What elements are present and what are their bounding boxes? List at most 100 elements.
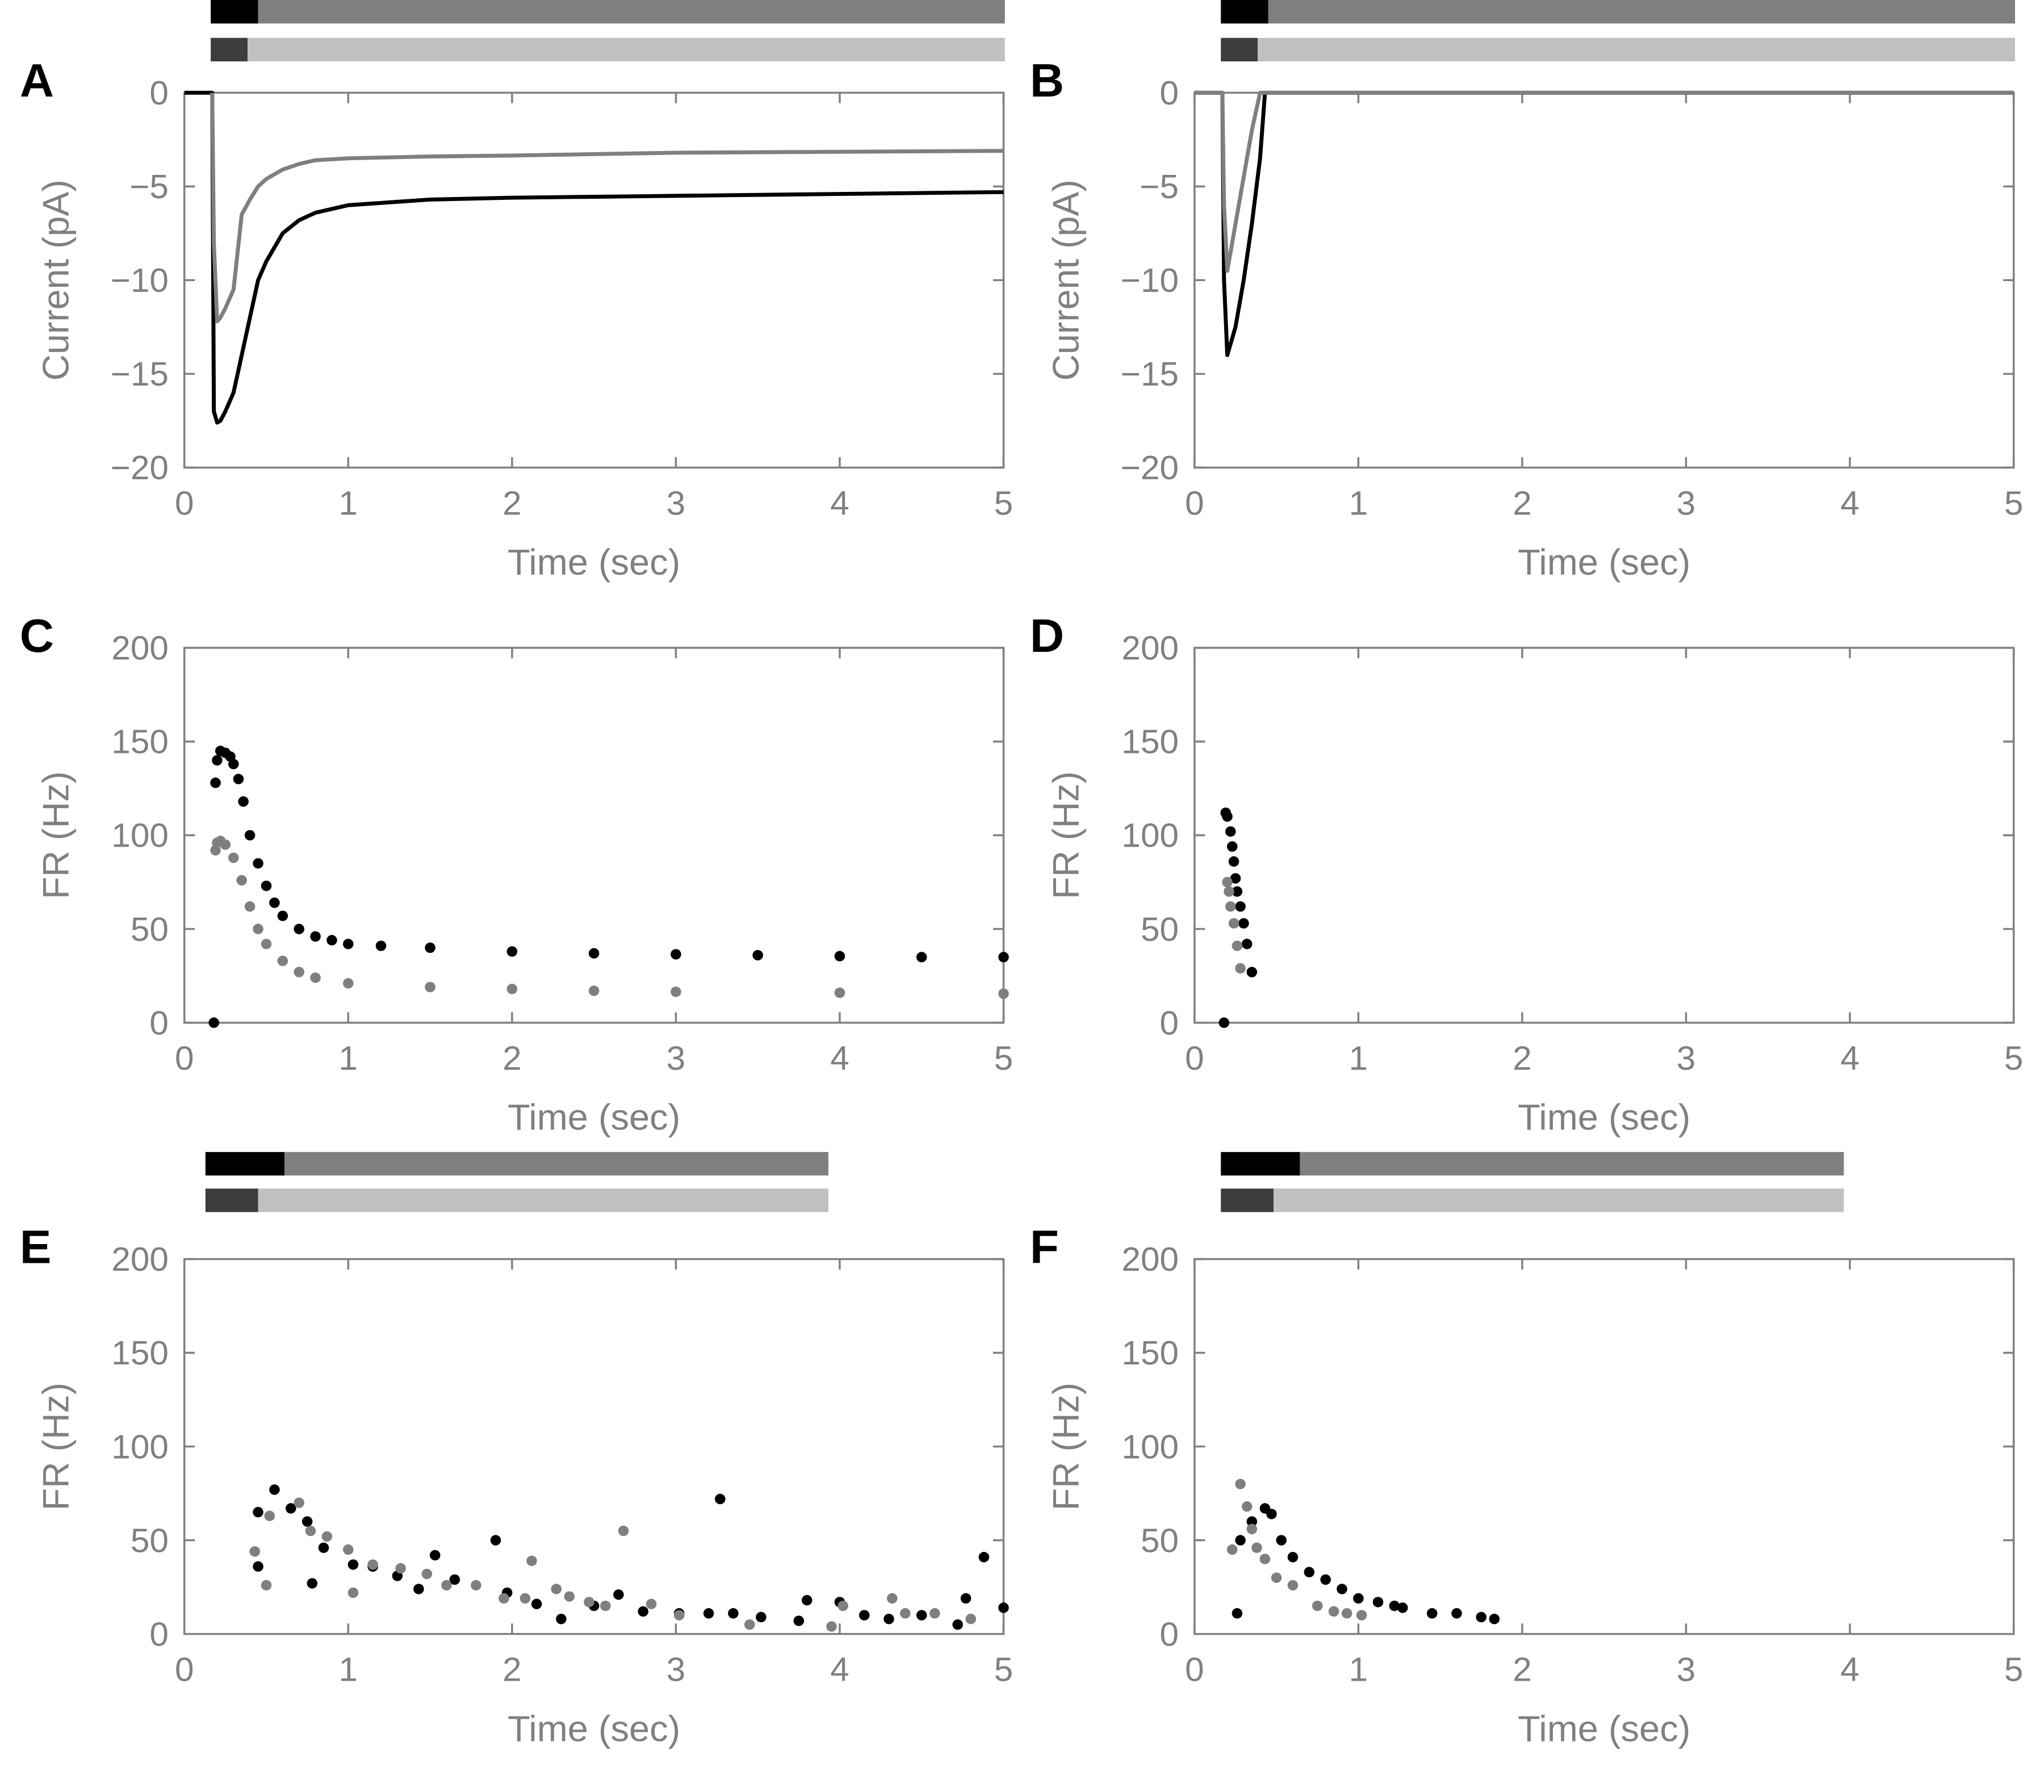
data-point <box>1266 1509 1277 1519</box>
data-point <box>834 951 845 962</box>
data-point <box>310 972 321 983</box>
data-point <box>1246 966 1258 978</box>
data-point <box>375 940 387 951</box>
x-axis-label: Time (sec) <box>1518 1096 1690 1138</box>
data-point <box>1320 1574 1331 1585</box>
data-point <box>1259 1554 1271 1564</box>
stim-bar <box>1221 0 1268 24</box>
data-point <box>1246 1523 1258 1535</box>
y-tick-label: 0 <box>149 1004 169 1042</box>
data-point <box>703 1608 714 1619</box>
y-tick-label: 150 <box>111 1334 169 1372</box>
data-point <box>1222 811 1233 822</box>
y-tick-label: −20 <box>1121 449 1179 487</box>
panel-letter: E <box>20 1221 52 1274</box>
series-line <box>184 90 1004 425</box>
data-point <box>1451 1608 1462 1619</box>
data-point <box>343 978 354 989</box>
plot-frame <box>183 91 1005 469</box>
data-point <box>1276 1535 1287 1546</box>
data-point <box>826 1621 837 1632</box>
x-tick-label: 1 <box>1349 484 1368 522</box>
x-axis-label: Time (sec) <box>508 1708 680 1749</box>
y-tick-label: 200 <box>111 629 169 667</box>
x-axis-label: Time (sec) <box>508 1096 680 1138</box>
data-point <box>638 1606 648 1617</box>
data-point <box>413 1584 424 1594</box>
plot-frame <box>183 647 1005 1024</box>
x-axis-label: Time (sec) <box>508 541 680 583</box>
x-tick-label: 4 <box>830 484 849 522</box>
stim-bar <box>205 1152 285 1176</box>
x-axis-label: Time (sec) <box>1518 1708 1690 1749</box>
x-tick-label: 1 <box>1349 1039 1368 1077</box>
x-tick-label: 5 <box>2004 1039 2024 1077</box>
y-axis-label: FR (Hz) <box>35 1383 76 1510</box>
data-point <box>425 982 435 993</box>
y-axis-label: Current (pA) <box>1045 179 1086 380</box>
x-tick-label: 5 <box>994 1651 1013 1689</box>
data-point <box>916 952 927 962</box>
data-point <box>228 852 239 863</box>
x-axis-label: Time (sec) <box>1518 541 1690 583</box>
data-point <box>1232 886 1243 897</box>
data-point <box>564 1591 575 1602</box>
series-line <box>210 93 1004 324</box>
x-tick-label: 4 <box>830 1651 849 1689</box>
x-tick-label: 3 <box>1677 1039 1696 1077</box>
data-point <box>520 1593 531 1604</box>
plot-frame <box>1193 91 2015 469</box>
data-point <box>506 946 518 957</box>
data-point <box>449 1574 460 1585</box>
data-point <box>1241 1501 1253 1512</box>
data-point <box>998 952 1009 962</box>
y-tick-label: 150 <box>1121 723 1179 761</box>
stim-bar <box>1258 37 2015 62</box>
x-tick-label: 4 <box>1840 1039 1859 1077</box>
y-axis-label: FR (Hz) <box>1045 1383 1086 1510</box>
data-point <box>471 1580 481 1591</box>
data-point <box>671 949 681 960</box>
y-tick-label: −15 <box>1121 355 1179 393</box>
data-point <box>208 1017 219 1028</box>
data-point <box>233 773 244 785</box>
x-tick-label: 4 <box>830 1039 849 1077</box>
data-point <box>347 1559 359 1570</box>
y-tick-label: 100 <box>1121 817 1179 855</box>
data-point <box>965 1614 977 1624</box>
y-tick-label: 100 <box>1121 1428 1179 1466</box>
data-point <box>1226 1544 1238 1555</box>
stim-bar <box>205 1188 258 1212</box>
stim-bar <box>248 37 1005 62</box>
y-tick-label: 50 <box>131 1522 169 1560</box>
y-axis-label: FR (Hz) <box>1045 771 1086 899</box>
x-tick-label: 5 <box>2004 484 2024 522</box>
data-point <box>1235 1535 1246 1546</box>
data-point <box>421 1568 433 1580</box>
data-point <box>1235 963 1246 974</box>
y-tick-label: 200 <box>1121 1240 1179 1278</box>
data-point <box>301 1516 313 1527</box>
data-point <box>210 777 221 788</box>
data-point <box>1304 1567 1315 1577</box>
stim-bar <box>211 0 258 24</box>
y-tick-label: 50 <box>131 910 169 948</box>
data-point <box>1287 1552 1299 1563</box>
x-tick-label: 3 <box>667 484 686 522</box>
data-point <box>499 1593 509 1604</box>
data-point <box>228 759 239 769</box>
y-tick-label: 0 <box>1159 74 1179 112</box>
data-point <box>294 966 305 978</box>
x-tick-label: 3 <box>667 1039 686 1077</box>
data-point <box>883 1614 894 1624</box>
x-tick-label: 2 <box>502 1651 522 1689</box>
data-point <box>305 1525 316 1536</box>
data-point <box>752 950 763 961</box>
data-point <box>238 796 249 807</box>
stim-bar <box>1274 1188 1844 1212</box>
x-tick-label: 5 <box>994 1039 1013 1077</box>
data-point <box>671 986 681 997</box>
